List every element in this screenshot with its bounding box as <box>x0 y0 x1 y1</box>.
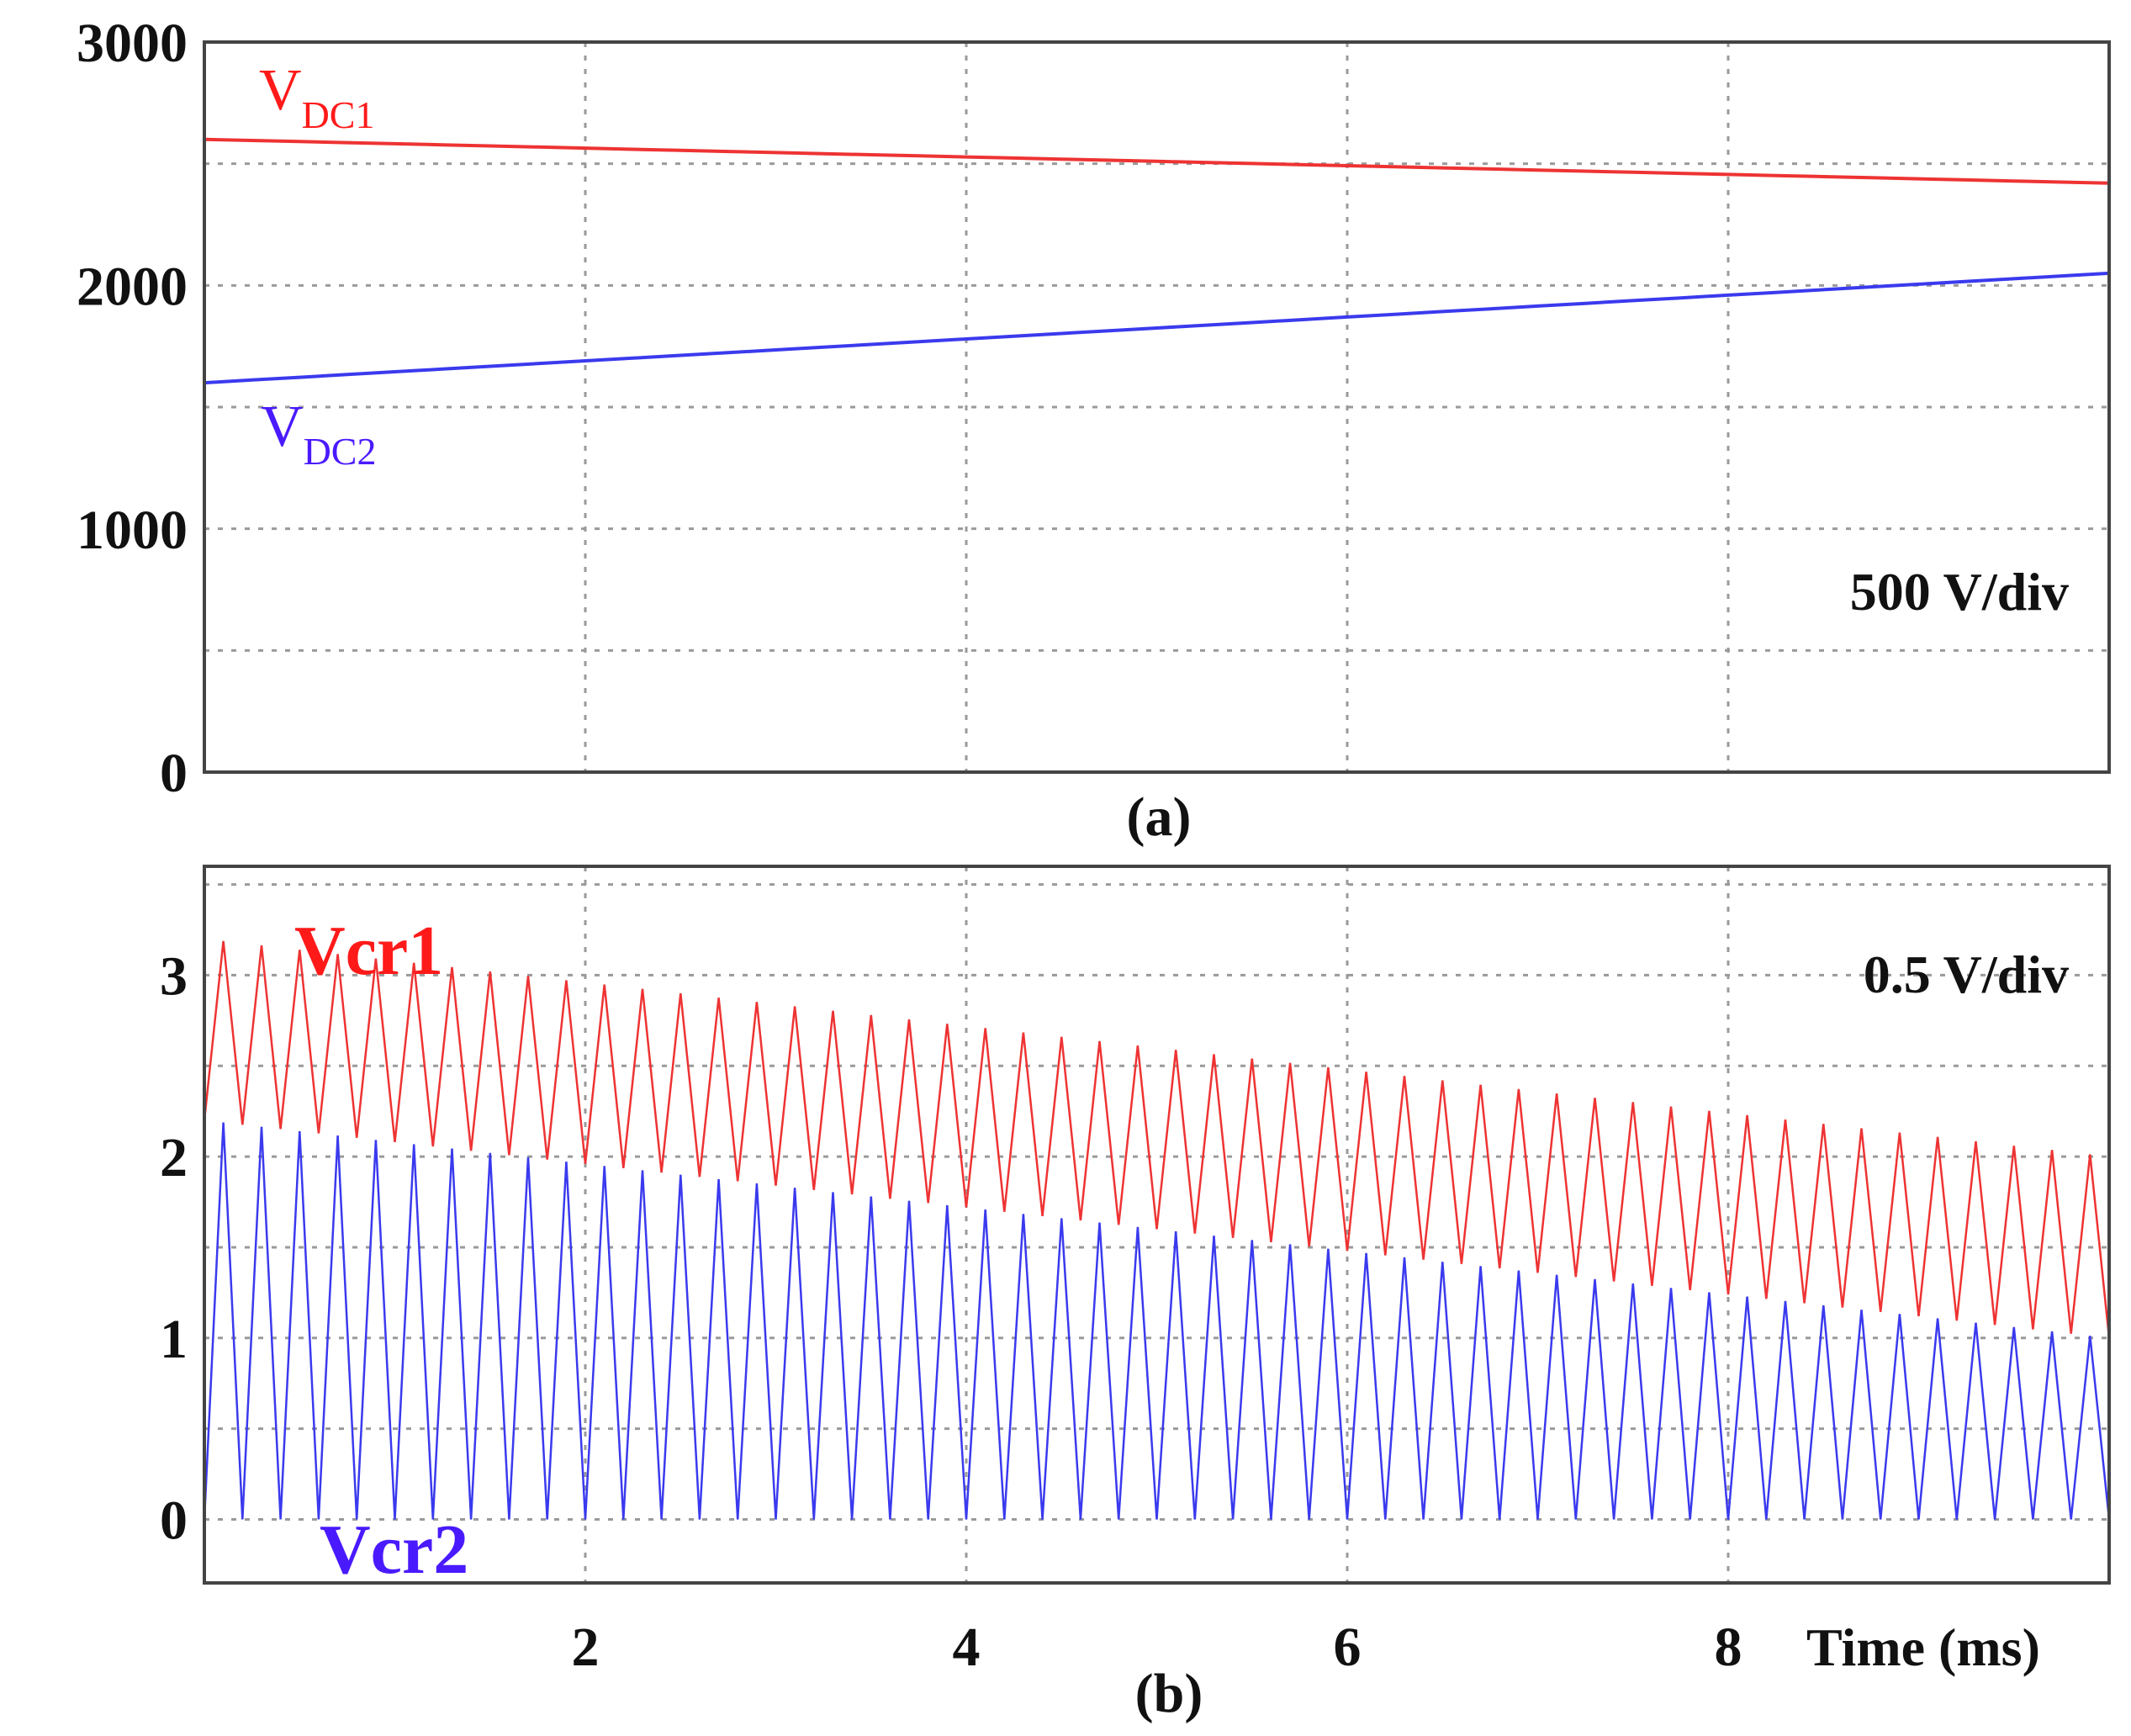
panel-a-ytick-label: 2000 <box>77 256 188 317</box>
panel-a-frame <box>203 40 2111 774</box>
panel-a-ytick-label: 3000 <box>77 13 188 74</box>
vdc2-label-sub: DC2 <box>304 430 377 473</box>
panel-b-caption: (b) <box>1135 1663 1203 1724</box>
series-vcr2 <box>203 1122 2111 1520</box>
panel-a-grid <box>204 42 2109 772</box>
panel-b-xtick-label: 8 <box>1715 1617 1742 1678</box>
panel-b-xtick-label: 2 <box>572 1617 600 1678</box>
x-axis-label: Time (ms) <box>1806 1617 2040 1677</box>
panel-b-ytick-label: 2 <box>160 1127 188 1188</box>
panel-a-series <box>204 137 2110 385</box>
vdc1-label-main: V <box>259 58 302 123</box>
panel-a-scale-note: 500 V/div <box>1850 562 2069 622</box>
panel-a-caption: (a) <box>1127 786 1192 848</box>
panel-b-grid <box>204 866 2109 1583</box>
vdc1-label-sub: DC1 <box>302 93 375 136</box>
vdc2-label: VDC2 <box>261 394 376 473</box>
panel-b-y-ticks: 0 1 2 3 <box>160 946 188 1552</box>
vcr2-label: Vcr2 <box>320 1511 468 1589</box>
vdc1-label: VDC1 <box>259 58 374 136</box>
series-vcr1 <box>203 940 2111 1338</box>
panel-b-series <box>203 940 2111 1520</box>
series-v-dc1 <box>204 137 2110 185</box>
panel-b-ytick-label: 1 <box>160 1309 188 1370</box>
series-v-dc2 <box>204 271 2110 385</box>
vdc2-label-main: V <box>261 394 304 459</box>
panel-b-ytick-label: 0 <box>160 1490 188 1552</box>
panel-a-y-ticks: 0 1000 2000 3000 <box>77 13 188 804</box>
panel-b-xtick-label: 4 <box>953 1617 981 1678</box>
panel-a-ytick-label: 0 <box>160 743 188 804</box>
panel-b-ytick-label: 3 <box>160 946 188 1008</box>
panel-b-frame <box>203 865 2111 1585</box>
vcr1-label: Vcr1 <box>294 912 443 990</box>
panel-b-x-ticks: 2 4 6 8 <box>572 1617 1742 1678</box>
panel-b-xtick-label: 6 <box>1334 1617 1362 1678</box>
panel-a-ytick-label: 1000 <box>77 500 188 561</box>
panel-b-scale-note: 0.5 V/div <box>1864 945 2069 1004</box>
